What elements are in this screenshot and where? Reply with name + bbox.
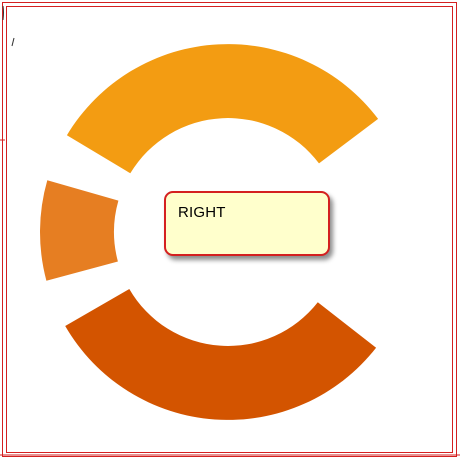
corner-stroke (2, 5, 4, 21)
ring-segment-left[interactable] (40, 180, 119, 281)
ring-segment-bottom[interactable] (65, 289, 377, 420)
outer-frame (2, 2, 457, 457)
inner-frame (6, 6, 453, 453)
small-stroke (11, 37, 15, 47)
direction-label: RIGHT (178, 204, 226, 221)
direction-prompt-box: RIGHT (164, 191, 330, 256)
ring-segment-top[interactable] (66, 44, 379, 174)
